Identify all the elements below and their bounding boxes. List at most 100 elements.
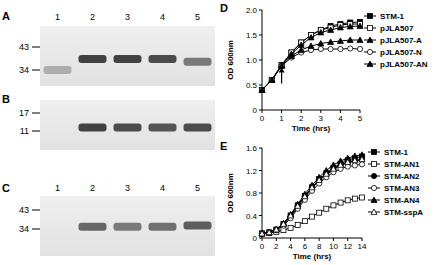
legend-marker bbox=[371, 173, 376, 178]
data-point bbox=[318, 41, 324, 46]
gel-band bbox=[149, 223, 177, 231]
gel-band bbox=[184, 123, 212, 131]
gel-background bbox=[40, 196, 215, 256]
data-point bbox=[347, 24, 353, 29]
arrow-head bbox=[279, 68, 285, 73]
x-tick-label: 6 bbox=[303, 242, 308, 251]
legend-entry: STM-1 bbox=[364, 12, 405, 21]
series-line bbox=[262, 159, 362, 233]
data-point bbox=[328, 27, 334, 32]
legend-entry: STM-AN1 bbox=[368, 160, 420, 169]
marker-tick bbox=[32, 113, 40, 114]
y-tick-label: 0 bbox=[253, 106, 258, 115]
legend-label: pJLA507-A bbox=[380, 36, 422, 45]
y-tick-label: 1.5 bbox=[246, 31, 258, 40]
legend-marker bbox=[371, 209, 377, 214]
x-tick-label: 0 bbox=[260, 114, 265, 123]
gel-band bbox=[79, 223, 107, 231]
plot-area bbox=[259, 20, 363, 93]
panel-letter: B bbox=[2, 93, 10, 105]
marker-label: 43 bbox=[19, 205, 29, 215]
data-point bbox=[288, 53, 294, 58]
data-point bbox=[352, 196, 357, 201]
data-point bbox=[357, 46, 362, 51]
legend-entry: pJLA507-AN bbox=[364, 60, 428, 69]
data-point bbox=[309, 184, 315, 189]
x-tick-label: 3 bbox=[319, 114, 324, 123]
data-point bbox=[308, 43, 314, 48]
series-line bbox=[262, 160, 362, 234]
data-point bbox=[259, 231, 265, 236]
lane-number: 2 bbox=[90, 183, 95, 193]
marker-tick bbox=[32, 229, 40, 230]
legend-label: STM-sspA bbox=[384, 208, 423, 217]
marker-tick bbox=[32, 131, 40, 132]
gel-band bbox=[79, 55, 107, 63]
data-point bbox=[357, 23, 363, 28]
legend-label: STM-1 bbox=[380, 12, 405, 21]
gel-band bbox=[114, 123, 142, 131]
data-point bbox=[267, 230, 272, 235]
y-tick-label: 0.8 bbox=[246, 189, 258, 198]
data-point bbox=[273, 227, 279, 232]
marker-label: 11 bbox=[20, 126, 29, 136]
lane-number: 5 bbox=[195, 12, 200, 22]
marker-tick bbox=[32, 210, 40, 211]
panel-letter: A bbox=[2, 10, 10, 22]
x-tick-label: 8 bbox=[317, 242, 322, 251]
y-axis-label: OD 600nm bbox=[226, 173, 235, 213]
x-tick bbox=[304, 238, 305, 241]
y-tick bbox=[259, 193, 262, 194]
x-tick-label: 10 bbox=[329, 242, 338, 251]
y-tick bbox=[259, 60, 262, 61]
x-tick-label: 4 bbox=[288, 242, 293, 251]
legend-marker bbox=[367, 49, 372, 54]
y-tick-label: 2.0 bbox=[246, 6, 258, 15]
marker-label: 34 bbox=[19, 224, 29, 234]
data-point bbox=[295, 203, 301, 208]
legend-label: pJLA507-N bbox=[380, 48, 422, 57]
data-point bbox=[348, 46, 353, 51]
data-point bbox=[266, 229, 272, 234]
x-tick bbox=[333, 238, 334, 241]
legend-marker bbox=[371, 185, 376, 190]
data-point bbox=[338, 46, 343, 51]
data-point bbox=[260, 231, 265, 236]
data-point bbox=[259, 87, 265, 92]
data-point bbox=[324, 206, 329, 211]
x-tick bbox=[262, 238, 263, 241]
lane-number: 2 bbox=[90, 12, 95, 22]
data-point bbox=[318, 30, 324, 35]
marker-tick bbox=[32, 70, 40, 71]
legend-marker bbox=[368, 26, 373, 31]
x-tick bbox=[301, 110, 302, 113]
y-tick bbox=[259, 215, 262, 216]
legend-label: pJLA507 bbox=[380, 24, 414, 33]
legend-marker bbox=[367, 61, 373, 66]
x-tick-label: 2 bbox=[299, 114, 304, 123]
gel-band bbox=[79, 123, 107, 131]
data-point bbox=[267, 230, 272, 235]
legend-entry: STM-AN3 bbox=[368, 184, 420, 193]
y-tick bbox=[259, 35, 262, 36]
lane-number: 3 bbox=[125, 12, 130, 22]
marker-tick bbox=[32, 47, 40, 48]
legend-label: pJLA507-AN bbox=[380, 60, 428, 69]
data-point bbox=[267, 230, 272, 235]
x-tick bbox=[319, 238, 320, 241]
x-tick bbox=[276, 238, 277, 241]
y-tick-label: 0.5 bbox=[246, 81, 258, 90]
y-tick bbox=[259, 10, 262, 11]
y-tick-label: 1.0 bbox=[246, 56, 258, 65]
legend-entry: STM-1 bbox=[368, 148, 409, 157]
data-point bbox=[352, 157, 358, 162]
gel-band bbox=[184, 222, 212, 230]
x-tick-label: 14 bbox=[358, 242, 367, 251]
x-tick bbox=[262, 110, 263, 113]
gel-background bbox=[40, 26, 215, 86]
data-point bbox=[288, 225, 293, 230]
y-tick-label: 1.6 bbox=[246, 144, 258, 153]
data-point bbox=[288, 213, 294, 218]
lane-number: 1 bbox=[55, 183, 60, 193]
data-point bbox=[359, 156, 365, 161]
